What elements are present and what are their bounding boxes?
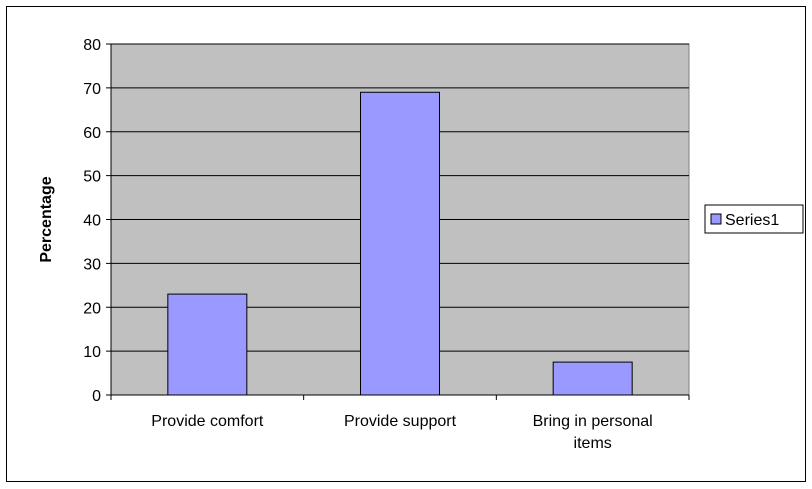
bar-provide-support [360, 91, 440, 396]
bar-bring-in-personal-items [552, 361, 633, 396]
y-axis-title: Percentage [38, 176, 55, 262]
chart-frame: 0 10 20 30 40 50 60 70 80 Provide comfort Provide… [6, 6, 806, 482]
x-category-label: Bring in personal items [533, 413, 653, 452]
y-tick-label: 40 [83, 213, 101, 230]
legend-label-series1: Series1 [725, 212, 779, 229]
legend: Series1 [704, 204, 804, 234]
x-category-label: Provide comfort [151, 413, 264, 430]
y-tick-label: 80 [83, 37, 101, 54]
legend-swatch-series1 [710, 213, 722, 225]
y-tick-label: 10 [83, 344, 101, 361]
y-tick-label: 70 [83, 81, 101, 98]
y-tick-label: 20 [83, 300, 101, 317]
x-axis: Provide comfort Provide support Bring in p… [110, 394, 690, 452]
bar-provide-comfort [167, 293, 248, 396]
y-tick-label: 0 [92, 388, 101, 405]
y-tick-label: 50 [83, 169, 101, 186]
y-tick-label: 60 [83, 125, 101, 142]
bars [167, 91, 633, 396]
y-tick-label: 30 [83, 256, 101, 273]
y-axis: 0 10 20 30 40 50 60 70 80 [83, 37, 112, 405]
x-category-label: Provide support [344, 413, 457, 430]
